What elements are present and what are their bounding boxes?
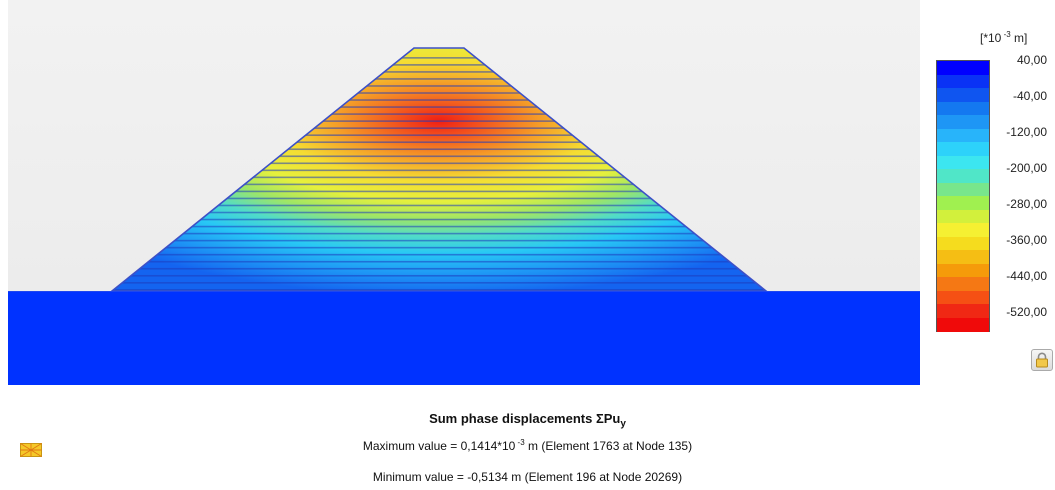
legend-color-band <box>937 169 989 183</box>
minimum-value-text: Minimum value = -0,5134 m (Element 196 a… <box>372 470 683 484</box>
dam-layer-line <box>112 232 766 235</box>
dam-layer-line <box>112 289 766 291</box>
dam-layer-line <box>112 57 766 59</box>
dam-layer-line <box>112 99 766 101</box>
dam-body <box>109 47 769 292</box>
plot-title: Sum phase displacements ΣPuy <box>429 411 626 430</box>
dam-layer-line <box>112 204 766 207</box>
legend-tick-label: -120,00 <box>1006 125 1047 139</box>
dam-layer-line <box>112 113 766 115</box>
legend-color-band <box>937 290 989 305</box>
dam-displacement-plot <box>8 0 920 385</box>
legend-color-band <box>937 142 989 156</box>
legend-color-band <box>937 128 989 143</box>
dam-layer-line <box>112 246 766 249</box>
legend-tick-label: -280,00 <box>1006 197 1047 211</box>
legend-color-band <box>937 155 989 170</box>
dam-layer-line <box>112 211 766 214</box>
color-legend: [*10 -3 m] 40,00 -40,00 -120,00 -200,00 -280… <box>925 26 1055 346</box>
maximum-value-text: Maximum value = 0,1414*10 -3 m (Element … <box>362 438 693 453</box>
dam-layer-line <box>112 183 766 186</box>
legend-color-band <box>937 74 989 89</box>
dam-layer-line <box>112 218 766 221</box>
legend-color-band <box>937 209 989 224</box>
legend-tick-label: -200,00 <box>1006 161 1047 175</box>
legend-color-band <box>937 277 989 291</box>
dam-layer-line <box>112 176 766 179</box>
dam-layer-line <box>112 253 766 256</box>
legend-tick-label: -40,00 <box>1012 89 1047 103</box>
dam-layer-line <box>112 190 766 193</box>
legend-color-band <box>937 250 989 264</box>
dam-layer-line <box>112 260 766 263</box>
legend-tick-label: -440,00 <box>1006 269 1047 283</box>
dam-layer-line <box>112 267 766 270</box>
legend-color-band <box>937 61 989 75</box>
dam-layer-line <box>112 92 766 94</box>
dam-layer-line <box>112 106 766 108</box>
legend-color-band <box>937 88 989 102</box>
mesh-icon[interactable] <box>20 443 42 457</box>
legend-tick-label: 40,00 <box>1016 53 1047 67</box>
legend-color-band <box>937 304 989 318</box>
legend-color-band <box>937 101 989 116</box>
legend-color-band <box>937 196 989 210</box>
dam-layer-line <box>112 274 766 277</box>
dam-layer-line <box>112 239 766 242</box>
dam-layer-line <box>112 141 766 144</box>
dam-layer-line <box>112 282 766 284</box>
legend-color-band <box>937 182 989 197</box>
dam-layer-line <box>112 169 766 172</box>
dam-layer-line <box>112 148 766 151</box>
legend-color-band <box>937 115 989 129</box>
dam-layer-line <box>112 64 766 66</box>
lock-button[interactable] <box>1031 349 1053 371</box>
dam-layer-line <box>112 85 766 87</box>
legend-color-band <box>937 236 989 251</box>
legend-color-band <box>937 317 989 332</box>
dam-layer-line <box>112 155 766 158</box>
legend-color-band <box>937 263 989 278</box>
foundation-block <box>8 291 920 385</box>
dam-layer-line <box>112 127 766 129</box>
legend-tick-label: -360,00 <box>1006 233 1047 247</box>
dam-layer-line <box>112 162 766 165</box>
dam-layer-line <box>112 120 766 122</box>
legend-tick-label: -520,00 <box>1006 305 1047 319</box>
dam-layer-line <box>112 78 766 80</box>
legend-unit-label: [*10 -3 m] <box>980 30 1028 45</box>
legend-color-bar <box>936 60 990 332</box>
lock-icon <box>1036 352 1048 368</box>
dam-layer-line <box>112 225 766 228</box>
dam-layer-line <box>112 134 766 136</box>
legend-color-band <box>937 223 989 237</box>
results-footer: Sum phase displacements ΣPuy Maximum val… <box>0 405 1055 490</box>
dam-layer-line <box>112 71 766 73</box>
dam-layer-line <box>112 197 766 200</box>
